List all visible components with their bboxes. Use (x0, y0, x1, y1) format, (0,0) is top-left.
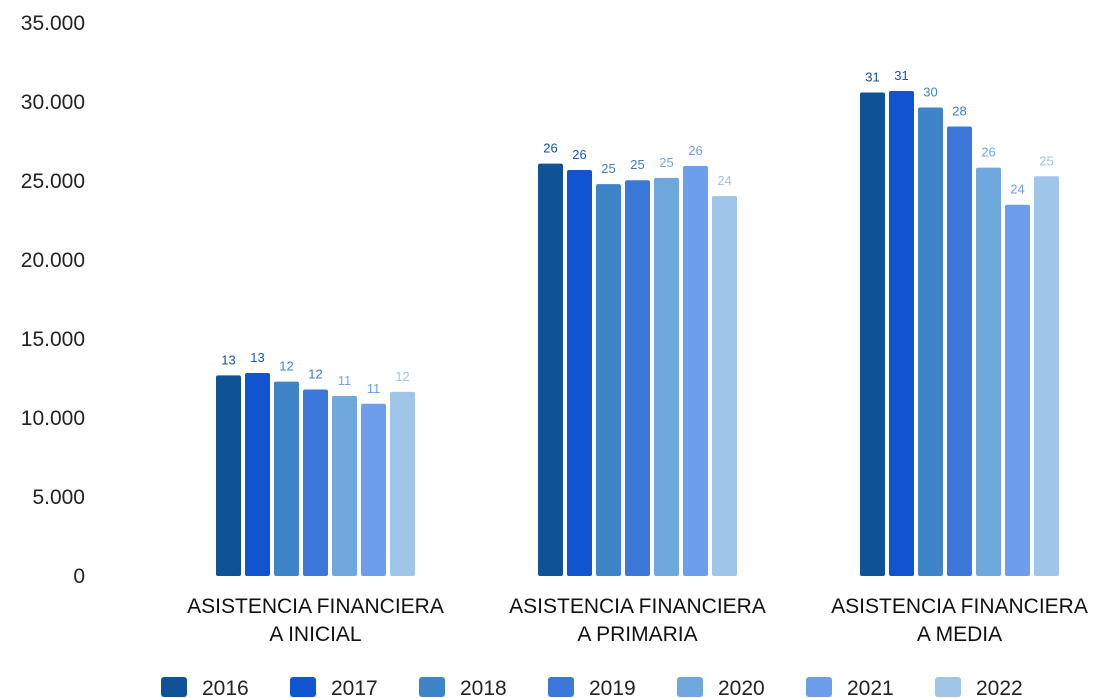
bar-2018-2 (596, 184, 621, 576)
data-label: 26 (572, 147, 586, 162)
data-label: 28 (952, 103, 966, 118)
y-tick-label: 30.000 (21, 91, 85, 114)
x-category-label: ASISTENCIA FINANCIERA (831, 595, 1088, 618)
bar-2017-3 (889, 90, 914, 576)
legend-swatch-2017 (290, 677, 316, 697)
x-axis: ASISTENCIA FINANCIERA A INICIAL ASISTENCIA… (187, 595, 1088, 646)
data-label: 25 (659, 155, 673, 170)
data-label: 26 (543, 141, 557, 156)
data-label: 25 (1039, 153, 1053, 168)
legend-label-2019: 2019 (589, 677, 636, 698)
bar-2020-1 (332, 395, 357, 576)
bar-2016-3 (860, 92, 885, 577)
bar-2021-3 (1005, 204, 1030, 576)
data-label: 11 (338, 373, 352, 388)
data-label: 12 (395, 369, 409, 384)
bar-2016-2 (538, 163, 563, 576)
x-category-label: ASISTENCIA FINANCIERA (509, 595, 766, 618)
bar-2022-1 (390, 391, 415, 576)
bar-2021-2 (683, 165, 708, 577)
data-label: 13 (250, 350, 264, 365)
x-category-label: ASISTENCIA FINANCIERA (187, 595, 444, 618)
legend-label-2017: 2017 (331, 677, 378, 698)
bar-2017-1 (245, 372, 270, 576)
bar-2019-3 (947, 126, 972, 577)
data-label: 25 (601, 161, 615, 176)
legend-label-2021: 2021 (847, 677, 894, 698)
y-axis: 0 5.000 10.000 15.000 20.000 25.000 30.000 35.0… (21, 12, 85, 588)
y-tick-label: 0 (73, 565, 85, 588)
data-label: 26 (981, 145, 995, 160)
legend-swatch-2022 (935, 677, 961, 697)
bar-2020-3 (976, 167, 1001, 576)
data-label: 31 (865, 70, 879, 85)
bar-2018-3 (918, 107, 943, 576)
y-tick-label: 35.000 (21, 12, 85, 35)
legend-label-2020: 2020 (718, 677, 765, 698)
legend-swatch-2021 (806, 677, 832, 697)
legend-label-2022: 2022 (976, 677, 1023, 698)
bar-2022-3 (1034, 176, 1059, 576)
bar-2017-2 (567, 169, 592, 576)
y-tick-label: 25.000 (21, 170, 85, 193)
data-label: 24 (1010, 182, 1024, 197)
bar-2019-2 (625, 180, 650, 576)
bar-2020-2 (654, 177, 679, 576)
data-label: 12 (279, 359, 293, 374)
bar-2021-1 (361, 403, 386, 576)
data-label: 13 (221, 352, 235, 367)
bar-2019-1 (303, 389, 328, 576)
y-tick-label: 10.000 (21, 407, 85, 430)
data-label: 26 (688, 143, 702, 158)
data-label: 12 (308, 367, 322, 382)
legend-swatch-2019 (548, 677, 574, 697)
legend-label-2016: 2016 (202, 677, 249, 698)
data-label: 11 (367, 381, 381, 396)
x-category-label: A PRIMARIA (577, 623, 697, 646)
x-category-label: A MEDIA (917, 623, 1002, 646)
bars (216, 90, 1059, 577)
legend-swatch-2016 (161, 677, 187, 697)
y-tick-label: 15.000 (21, 328, 85, 351)
data-labels: 13 26 31 13 26 31 12 25 30 12 25 28 11 25 26 11 26 24 12 24… (221, 68, 1053, 396)
y-tick-label: 20.000 (21, 249, 85, 272)
data-label: 30 (923, 85, 937, 100)
data-label: 25 (630, 157, 644, 172)
data-label: 24 (717, 173, 731, 188)
legend-swatch-2020 (677, 677, 703, 697)
legend-swatch-2018 (419, 677, 445, 697)
bar-2016-1 (216, 375, 241, 576)
legend-label-2018: 2018 (460, 677, 507, 698)
x-category-label: A INICIAL (269, 623, 361, 646)
bar-2022-2 (712, 196, 737, 576)
bar-2018-1 (274, 381, 299, 576)
legend: 2016 2017 2018 2019 2020 2021 2022 (161, 677, 1023, 698)
data-label: 31 (894, 68, 908, 83)
y-tick-label: 5.000 (32, 486, 85, 509)
